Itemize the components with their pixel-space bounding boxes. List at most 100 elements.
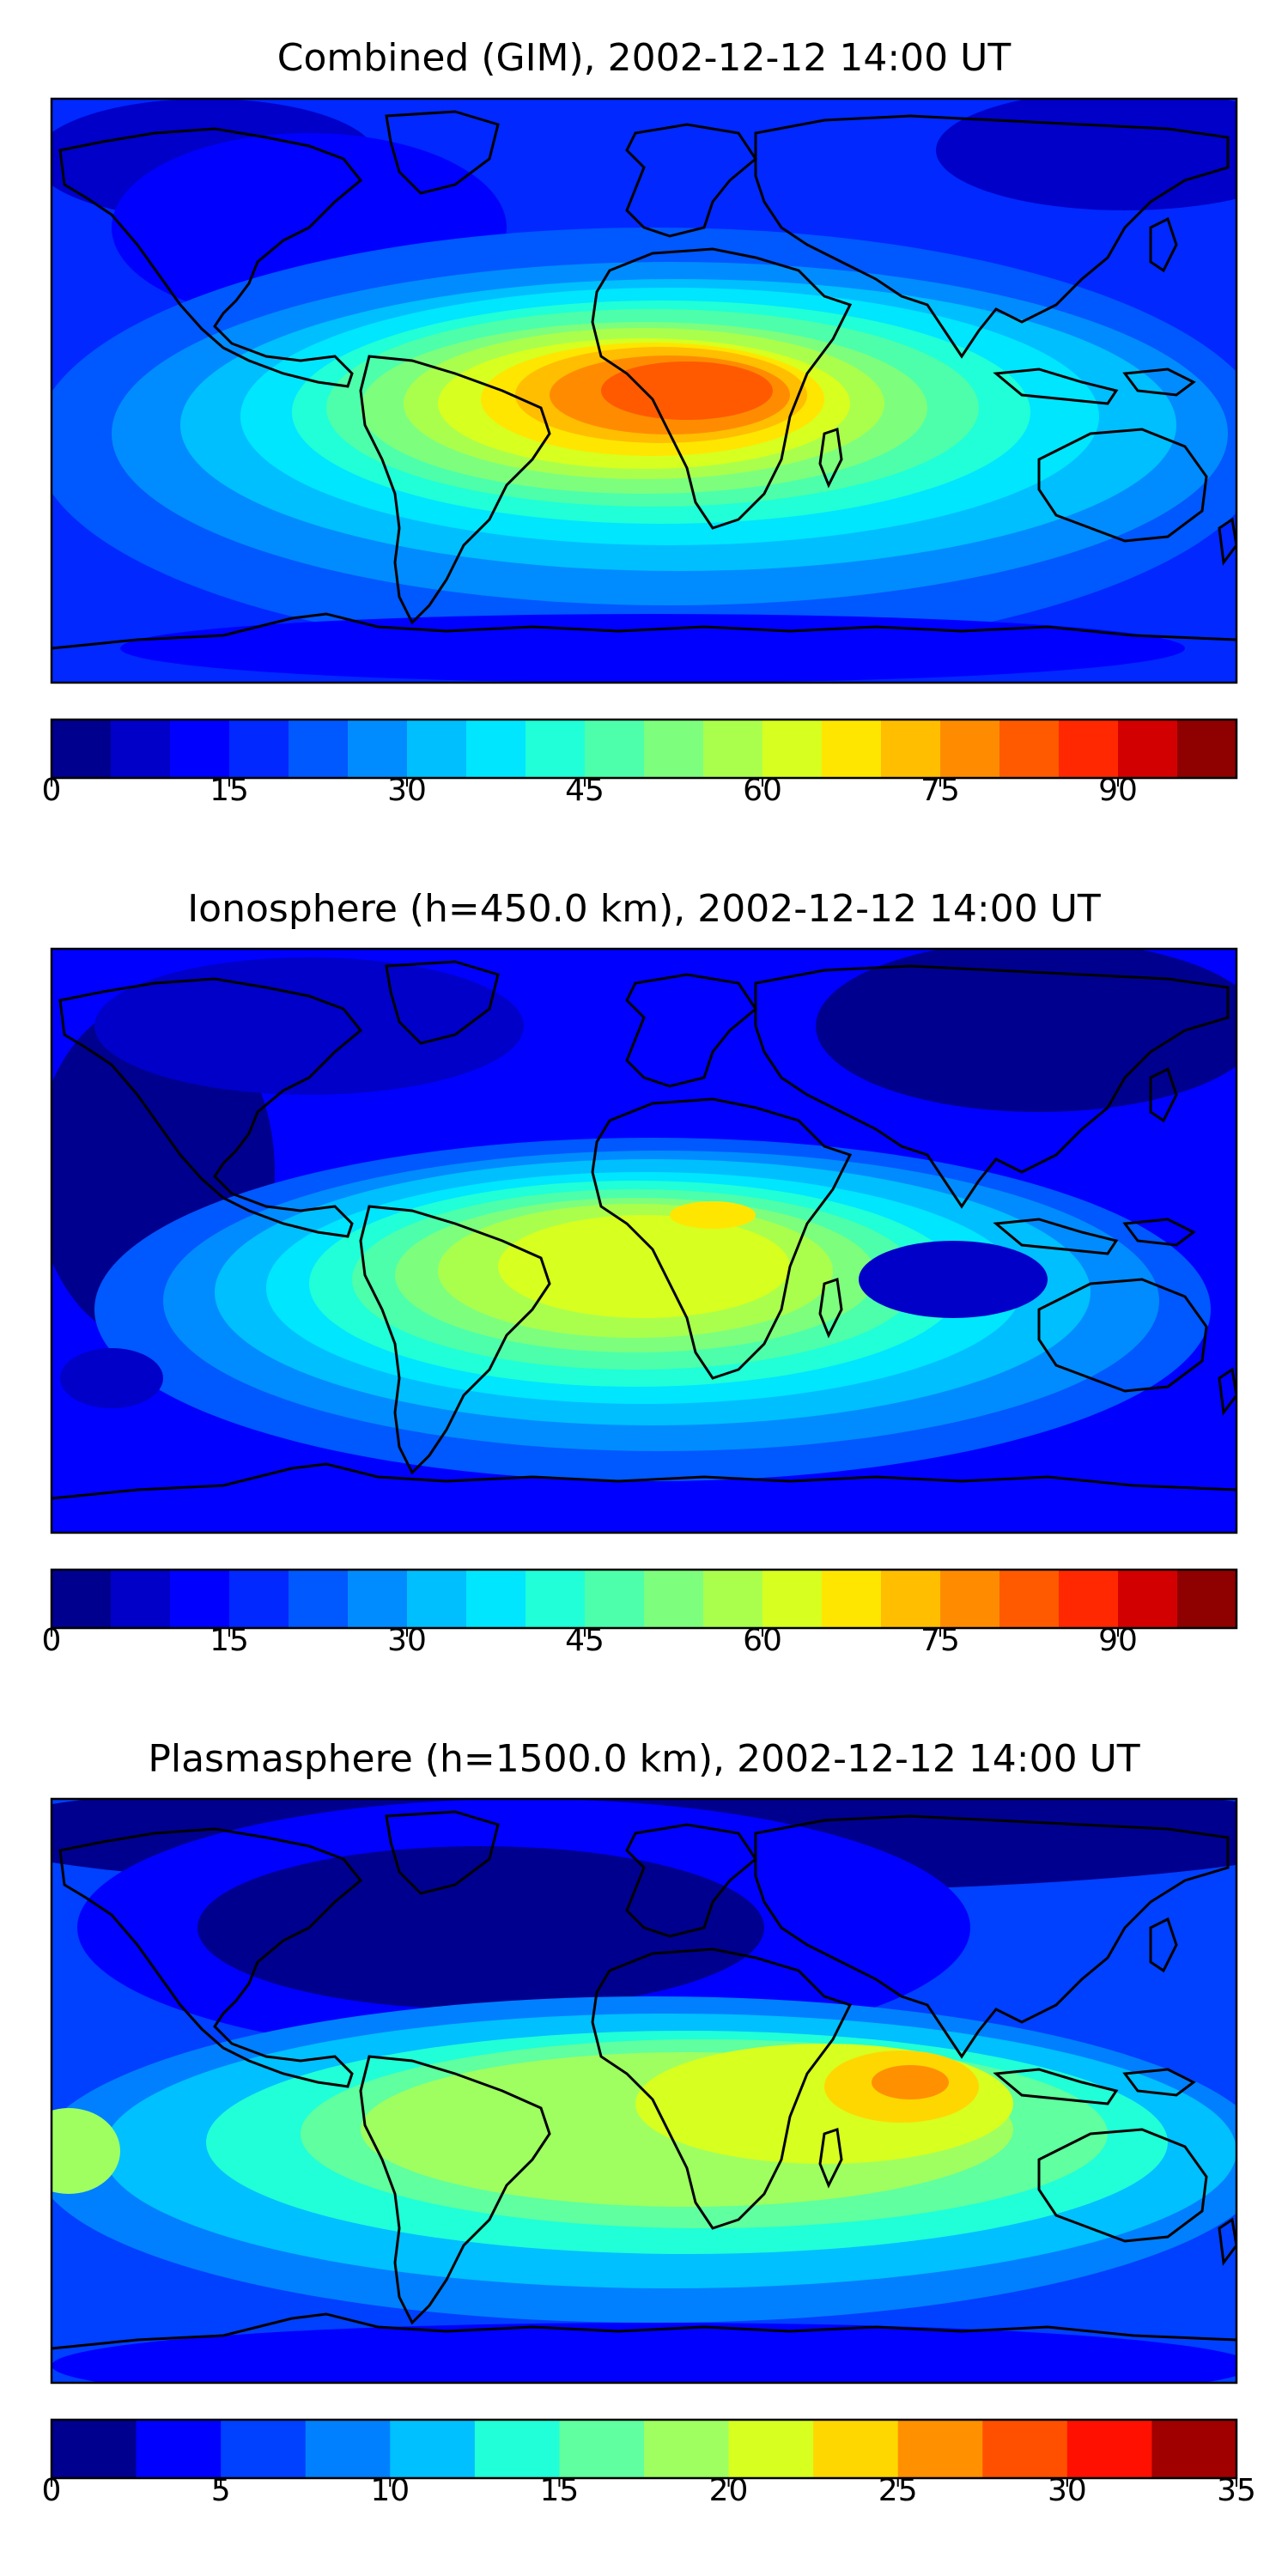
colorbar-bin bbox=[526, 720, 586, 778]
colorbar-bin bbox=[762, 1570, 823, 1628]
colorbar-tick-label: 0 bbox=[42, 2473, 62, 2508]
colorbar-bin bbox=[1177, 1570, 1237, 1628]
contour-band bbox=[60, 1348, 163, 1408]
colorbar-bin bbox=[289, 1570, 349, 1628]
colorbar-bin bbox=[111, 1570, 171, 1628]
map-frame-plasmasphere bbox=[50, 1797, 1238, 2385]
colorbar-bin bbox=[52, 720, 112, 778]
colorbar-tick-label: 0 bbox=[42, 1623, 62, 1658]
colorbar-tick-label: 15 bbox=[210, 1623, 249, 1658]
colorbar-bin bbox=[897, 2420, 983, 2478]
colorbar-bin bbox=[559, 2420, 645, 2478]
colorbar-bin bbox=[1118, 720, 1178, 778]
colorbar-tick-label: 45 bbox=[565, 1623, 605, 1658]
contour-band bbox=[601, 361, 773, 420]
colorbar-tick-label: 90 bbox=[1098, 773, 1138, 808]
colorbar-bin bbox=[1118, 1570, 1178, 1628]
colorbar-bin bbox=[305, 2420, 391, 2478]
colorbar-combined: 0 15 30 45 60 75 90 bbox=[42, 718, 1238, 808]
colorbar-tick-label: 25 bbox=[878, 2473, 918, 2508]
colorbar-bin bbox=[881, 1570, 941, 1628]
colorbar-bin bbox=[1177, 720, 1237, 778]
colorbar-bin bbox=[881, 720, 941, 778]
colorbar-tick-label: 75 bbox=[920, 1623, 960, 1658]
colorbar-bin bbox=[466, 1570, 526, 1628]
colorbar-bin bbox=[170, 1570, 230, 1628]
colorbar-bin bbox=[982, 2420, 1068, 2478]
colorbar-tick-label: 20 bbox=[709, 2473, 749, 2508]
colorbar-bin bbox=[407, 1570, 467, 1628]
colorbar-frame bbox=[50, 2418, 1238, 2480]
colorbar-bin bbox=[52, 1570, 112, 1628]
contour-band bbox=[197, 1846, 764, 2009]
colorbar-bin bbox=[348, 1570, 408, 1628]
colorbar-bin bbox=[703, 720, 763, 778]
colorbar-frame bbox=[50, 1568, 1238, 1630]
contour-band bbox=[859, 1241, 1048, 1318]
contour-band bbox=[670, 1201, 756, 1229]
colorbar-bin bbox=[999, 720, 1060, 778]
contour-band bbox=[936, 99, 1236, 210]
colorbar-bin bbox=[644, 2420, 730, 2478]
colorbar-tick-label: 15 bbox=[540, 2473, 580, 2508]
colorbar-bin bbox=[221, 2420, 307, 2478]
colorbar-tick-label: 75 bbox=[920, 773, 960, 808]
colorbar-frame bbox=[50, 718, 1238, 780]
colorbar-bin bbox=[170, 720, 230, 778]
colorbar-bin bbox=[644, 720, 704, 778]
colorbar-bin bbox=[136, 2420, 222, 2478]
colorbar-plasmasphere: 0 5 10 15 20 25 30 35 bbox=[42, 2418, 1256, 2508]
colorbar-bin bbox=[111, 720, 171, 778]
colorbar-bin bbox=[999, 1570, 1060, 1628]
colorbar-bin bbox=[644, 1570, 704, 1628]
colorbar-bin bbox=[1066, 2420, 1153, 2478]
contour-band bbox=[52, 2323, 1236, 2383]
colorbar-bin bbox=[474, 2420, 561, 2478]
colorbar-bin bbox=[289, 720, 349, 778]
colorbar-bin bbox=[466, 720, 526, 778]
colorbar-tick-label: 30 bbox=[1048, 2473, 1087, 2508]
colorbar-bin bbox=[1059, 720, 1119, 778]
colorbar-bin bbox=[813, 2420, 899, 2478]
contour-band bbox=[120, 614, 1185, 683]
colorbar-bin bbox=[703, 1570, 763, 1628]
map-ionosphere bbox=[52, 949, 1236, 1533]
colorbar-bin bbox=[52, 2420, 137, 2478]
colorbar-tick-label: 90 bbox=[1098, 1623, 1138, 1658]
colorbar-tick-label: 45 bbox=[565, 773, 605, 808]
colorbar-bin bbox=[585, 1570, 645, 1628]
contour-band bbox=[872, 2065, 949, 2099]
colorbar-tick-label: 0 bbox=[42, 773, 62, 808]
colorbar-bin bbox=[229, 1570, 289, 1628]
colorbar-bin bbox=[229, 720, 289, 778]
colorbar-bin bbox=[822, 720, 882, 778]
panel-title-combined: Combined (GIM), 2002-12-12 14:00 UT bbox=[277, 36, 1012, 80]
colorbar-tick-label: 5 bbox=[211, 2473, 231, 2508]
colorbar-bin bbox=[728, 2420, 814, 2478]
colorbar-bin bbox=[940, 720, 1000, 778]
colorbar-bin bbox=[822, 1570, 882, 1628]
colorbar-bin bbox=[526, 1570, 586, 1628]
colorbar-bin bbox=[407, 720, 467, 778]
map-combined bbox=[52, 99, 1236, 683]
contour-band bbox=[52, 2108, 120, 2194]
colorbar-bin bbox=[585, 720, 645, 778]
colorbar-tick-label: 60 bbox=[743, 773, 782, 808]
panel-title-plasmasphere: Plasmasphere (h=1500.0 km), 2002-12-12 1… bbox=[148, 1737, 1139, 1781]
contour-band bbox=[94, 957, 524, 1095]
colorbar-tick-label: 60 bbox=[743, 1623, 782, 1658]
colorbar-tick-label: 30 bbox=[387, 1623, 427, 1658]
map-frame-combined bbox=[50, 97, 1238, 684]
colorbar-tick-label: 15 bbox=[210, 773, 249, 808]
colorbar-bin bbox=[1151, 2420, 1237, 2478]
panel-title-ionosphere: Ionosphere (h=450.0 km), 2002-12-12 14:0… bbox=[187, 887, 1101, 931]
colorbar-bin bbox=[390, 2420, 476, 2478]
colorbar-bin bbox=[1059, 1570, 1119, 1628]
colorbar-bin bbox=[348, 720, 408, 778]
map-plasmasphere bbox=[52, 1799, 1236, 2383]
colorbar-tick-label: 30 bbox=[387, 773, 427, 808]
map-frame-ionosphere bbox=[50, 947, 1238, 1534]
colorbar-ionosphere: 0 15 30 45 60 75 90 bbox=[42, 1568, 1238, 1658]
colorbar-tick-label: 35 bbox=[1217, 2473, 1256, 2508]
